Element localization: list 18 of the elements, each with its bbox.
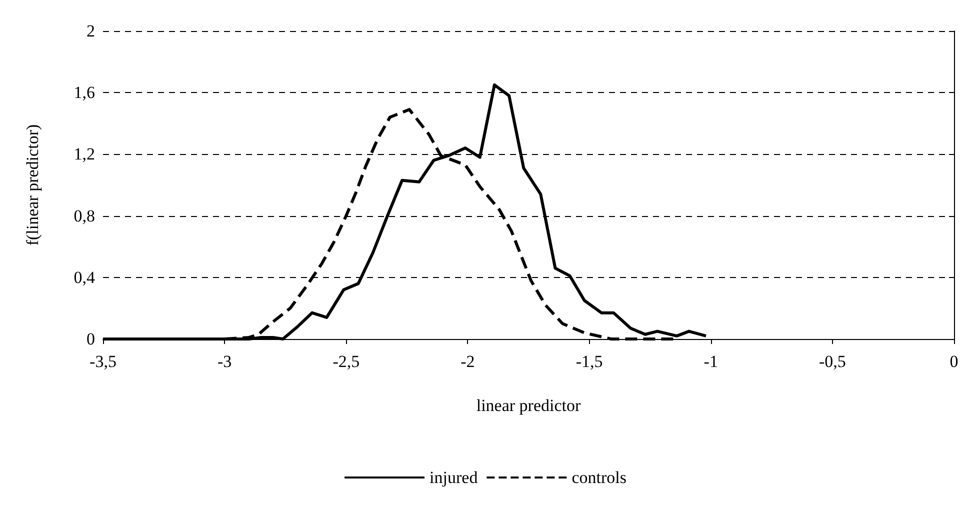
x-tick-label: -1,5 bbox=[576, 352, 603, 371]
x-tick-label: -2,5 bbox=[332, 352, 360, 371]
x-tick-label: -0,5 bbox=[818, 352, 846, 371]
x-axis-title: linear predictor bbox=[476, 396, 581, 415]
x-tick-label: -1 bbox=[704, 352, 718, 371]
y-tick-label: 0 bbox=[86, 330, 95, 348]
y-tick-label: 1,6 bbox=[74, 83, 95, 102]
legend-label: injured bbox=[430, 468, 478, 487]
y-tick-label: 1,2 bbox=[74, 144, 95, 164]
y-tick-label: 0,8 bbox=[74, 206, 95, 226]
legend-label: controls bbox=[572, 468, 626, 487]
y-axis-title: f(linear predictor) bbox=[23, 124, 42, 246]
x-tick-label: -2 bbox=[460, 352, 475, 371]
x-tick-label: -3,5 bbox=[90, 352, 116, 371]
x-tick-label: 0 bbox=[950, 352, 958, 371]
y-tick-label: 0,4 bbox=[74, 268, 96, 287]
y-tick-label: 2 bbox=[86, 22, 95, 40]
x-tick-label: -3 bbox=[217, 352, 232, 371]
